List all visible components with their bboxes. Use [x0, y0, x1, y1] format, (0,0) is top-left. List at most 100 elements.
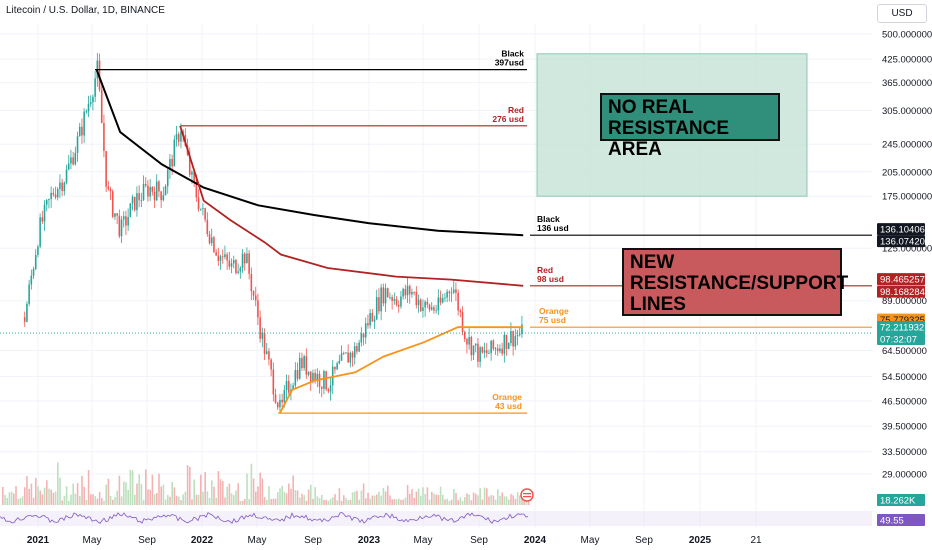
candle-body: [360, 333, 363, 343]
candle-body: [120, 219, 123, 237]
volume-bar: [376, 494, 378, 505]
volume-bar: [206, 491, 209, 505]
volume-bar: [193, 479, 195, 505]
candle-body: [488, 353, 490, 354]
volume-bar: [32, 497, 35, 505]
candle-body: [307, 371, 310, 375]
volume-bar: [131, 470, 134, 505]
candle-body: [239, 268, 242, 272]
volume-bar: [470, 500, 473, 505]
volume-bar: [514, 498, 517, 505]
candle-body: [477, 343, 479, 362]
volume-bar: [250, 463, 253, 505]
candle-body: [39, 217, 41, 247]
volume-bar: [354, 491, 356, 505]
candle-body: [298, 357, 301, 379]
candle-body: [87, 103, 90, 112]
price-tag: [877, 223, 925, 236]
candle-body: [65, 169, 68, 183]
y-tick-label: 54.500000: [882, 372, 927, 383]
volume-bar: [477, 495, 479, 505]
candle-body: [202, 208, 204, 210]
volume-bar: [325, 499, 327, 505]
volume-bar: [46, 480, 48, 505]
candle-body: [316, 373, 319, 381]
candle-body: [369, 313, 371, 326]
volume-bar: [28, 489, 30, 505]
volume-bar: [336, 500, 338, 505]
candle-body: [446, 291, 448, 298]
candle-body: [118, 215, 121, 237]
candle-body: [457, 292, 459, 311]
volume-bar: [142, 499, 145, 505]
price-tag: [877, 333, 925, 346]
candle-body: [338, 360, 341, 364]
volume-bar: [446, 498, 448, 505]
candle-body: [358, 342, 360, 352]
volume-bar: [323, 499, 325, 505]
candle-body: [199, 208, 202, 210]
candle-body: [83, 111, 85, 136]
vwap-line-orange: [279, 326, 524, 414]
volume-bar: [52, 492, 55, 505]
candle-body: [195, 181, 198, 198]
volume-bar: [268, 486, 270, 505]
candle-body: [210, 237, 213, 244]
candle-body: [327, 389, 330, 392]
volume-bar: [296, 490, 299, 505]
candle-body: [197, 197, 200, 210]
candle-body: [257, 300, 259, 318]
candle-body: [389, 297, 391, 298]
candle-body: [81, 126, 83, 136]
volume-bar: [461, 500, 464, 505]
x-tick-label: 21: [750, 535, 762, 546]
y-tick-label: 33.500000: [882, 447, 927, 458]
volume-bar: [197, 494, 200, 505]
candle-body: [521, 324, 523, 335]
volume-bar: [318, 498, 321, 505]
volume-bar: [61, 500, 63, 505]
volume-bar: [153, 494, 156, 505]
candle-body: [232, 259, 235, 264]
volume-bar: [347, 499, 349, 505]
candle-body: [296, 370, 299, 379]
volume-bar: [316, 496, 319, 505]
candle-body: [109, 188, 112, 192]
volume-bar: [13, 493, 15, 505]
price-tag-label: 98.168284: [880, 287, 925, 298]
volume-bar: [72, 483, 74, 505]
volume-bar: [395, 499, 398, 505]
volume-bar: [92, 494, 94, 505]
x-tick-label: 2023: [358, 535, 381, 546]
volume-bar: [327, 500, 330, 505]
volume-bar: [145, 469, 147, 505]
volume-bar: [499, 495, 501, 505]
candle-body: [149, 186, 151, 197]
volume-bar: [87, 470, 90, 505]
volume-bar: [180, 500, 182, 505]
candle-body: [461, 312, 464, 332]
volume-bar: [147, 489, 149, 505]
candle-body: [367, 323, 369, 326]
volume-bar: [189, 466, 191, 505]
rsi-panel: [0, 488, 872, 526]
candle-body: [180, 131, 182, 142]
candle-body: [494, 348, 497, 350]
candle-body: [28, 284, 30, 304]
volume-bar: [35, 477, 37, 505]
candle-body: [336, 363, 338, 370]
candle-body: [349, 352, 352, 363]
candle-body: [334, 366, 336, 370]
volume-bar: [486, 488, 488, 505]
candle-body: [177, 134, 180, 142]
volume-bar: [413, 497, 415, 505]
currency-button[interactable]: USD: [877, 4, 927, 23]
volume-bar: [261, 478, 264, 505]
candle-body: [136, 193, 138, 211]
candle-body: [408, 285, 411, 295]
volume-bar: [409, 493, 411, 505]
candle-body: [76, 136, 79, 153]
volume-bar: [160, 486, 162, 505]
volume-bar: [389, 495, 391, 505]
